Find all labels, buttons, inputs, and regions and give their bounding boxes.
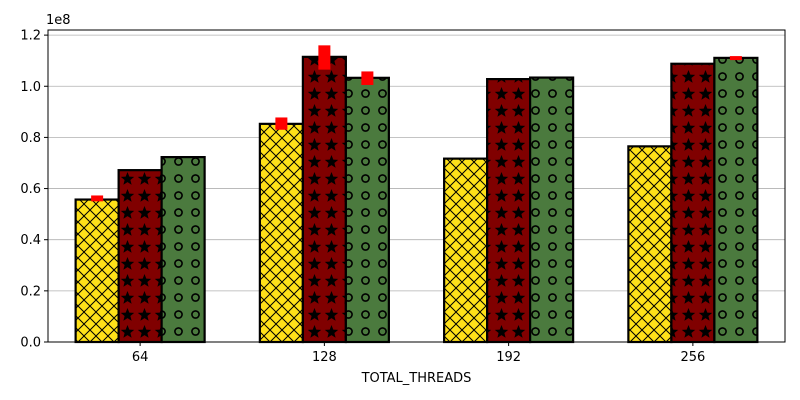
x-tick-label: 64	[132, 350, 149, 365]
bar	[443, 157, 489, 344]
bar	[344, 76, 390, 344]
bars	[74, 55, 759, 344]
x-tick-label: 128	[312, 350, 337, 365]
bar	[258, 122, 304, 344]
x-axis-ticks: 64 128 192 256	[132, 342, 705, 365]
y-axis-ticks: 0.0 0.2 0.4 0.6 0.8 1.0 1.2	[20, 29, 48, 351]
y-tick-label: 0.0	[20, 336, 41, 351]
error-bar	[361, 71, 374, 85]
bar	[117, 169, 163, 344]
bar	[627, 145, 673, 344]
y-tick-label: 1.0	[20, 80, 41, 95]
error-bar	[275, 117, 288, 130]
error-bar	[91, 195, 104, 202]
error-bar	[318, 45, 331, 70]
bar	[486, 78, 532, 344]
bar	[301, 55, 347, 344]
y-tick-label: 1.2	[20, 29, 41, 44]
y-tick-label: 0.8	[20, 131, 41, 146]
error-bar	[729, 56, 742, 61]
bar	[529, 76, 575, 344]
bar	[74, 198, 120, 344]
plot-frame	[47, 29, 786, 343]
bar	[670, 62, 716, 344]
bar	[160, 156, 206, 344]
y-tick-label: 0.6	[20, 182, 41, 197]
x-tick-label: 256	[680, 350, 705, 365]
y-tick-label: 0.2	[20, 284, 41, 299]
x-tick-label: 192	[496, 350, 521, 365]
error-bars	[91, 45, 742, 202]
y-axis-offset-label: 1e8	[46, 13, 71, 28]
y-tick-label: 0.4	[20, 233, 41, 248]
x-axis-label: TOTAL_THREADS	[361, 371, 472, 386]
bar	[713, 56, 759, 344]
